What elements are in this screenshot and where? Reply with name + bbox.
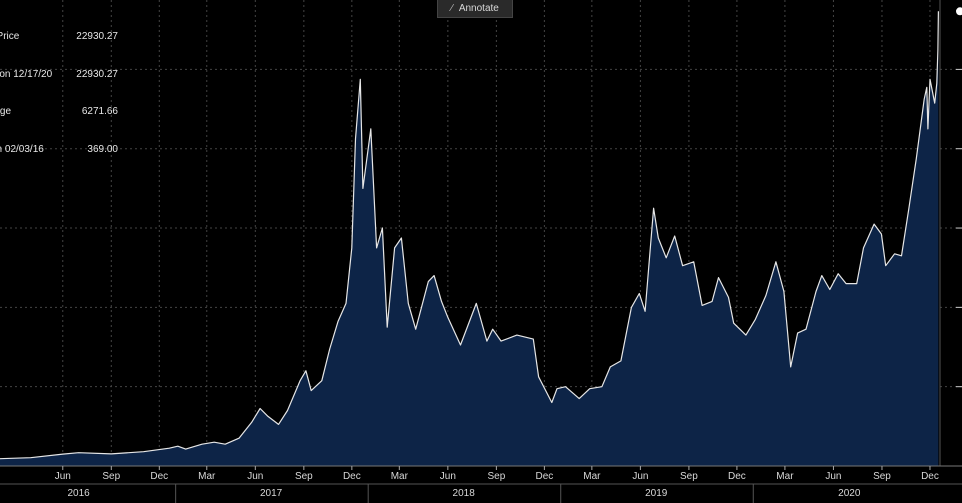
legend-row-low: on 02/03/16 369.00 — [0, 144, 118, 157]
legend-label: h on 12/17/20 — [0, 68, 53, 80]
year-label: 2019 — [645, 488, 668, 499]
x-tick-label: Mar — [776, 471, 794, 482]
legend-label: on 02/03/16 — [0, 143, 44, 155]
x-tick-label: Jun — [440, 471, 456, 482]
legend-value: 22930.27 — [76, 31, 118, 42]
gridlines — [0, 0, 962, 467]
last-value-marker — [956, 7, 962, 16]
annotate-button[interactable]: ∕ Annotate — [437, 0, 513, 18]
x-tick-label: Dec — [921, 471, 939, 482]
x-tick-label: Mar — [583, 471, 601, 482]
legend-value: 6271.66 — [81, 106, 118, 117]
x-tick-label: Mar — [391, 471, 409, 482]
x-tick-label: Dec — [150, 471, 168, 482]
annotate-label: Annotate — [458, 3, 499, 14]
pencil-icon: ∕ — [451, 3, 453, 14]
x-tick-label: Sep — [295, 471, 313, 482]
legend-value: 369.00 — [87, 143, 118, 155]
x-axis: Jun Sep Dec Mar Jun Sep Dec Mar Jun Sep Dec Mar Jun S… — [0, 7, 962, 503]
year-label: 2020 — [838, 488, 861, 499]
price-area — [0, 11, 939, 467]
year-label: 2016 — [67, 488, 90, 499]
x-tick-label: Dec — [343, 471, 361, 482]
series-line — [0, 11, 939, 460]
x-tick-label: Sep — [873, 471, 891, 482]
legend-box: t Price 22930.27 h on 12/17/20 22930.27 … — [0, 6, 118, 169]
x-tick-label: Sep — [487, 471, 505, 482]
x-tick-label: Jun — [247, 471, 263, 482]
x-tick-label: Mar — [198, 471, 216, 482]
legend-value: 22930.27 — [76, 68, 118, 80]
series-area — [0, 11, 939, 467]
legend-label: rage — [0, 106, 12, 117]
x-tick-label: Sep — [102, 471, 120, 482]
legend-row-high: h on 12/17/20 22930.27 — [0, 69, 118, 82]
x-tick-label: Jun — [632, 471, 648, 482]
x-tick-label: Dec — [728, 471, 746, 482]
legend-row-average: rage 6271.66 — [0, 106, 118, 119]
legend-row-last-price: t Price 22930.27 — [0, 31, 118, 44]
x-tick-label: Jun — [55, 471, 71, 482]
year-label: 2017 — [260, 488, 283, 499]
x-tick-label: Dec — [535, 471, 553, 482]
year-label: 2018 — [453, 488, 476, 499]
x-tick-label: Sep — [680, 471, 698, 482]
x-tick-label: Jun — [825, 471, 841, 482]
legend-label: t Price — [0, 31, 20, 42]
